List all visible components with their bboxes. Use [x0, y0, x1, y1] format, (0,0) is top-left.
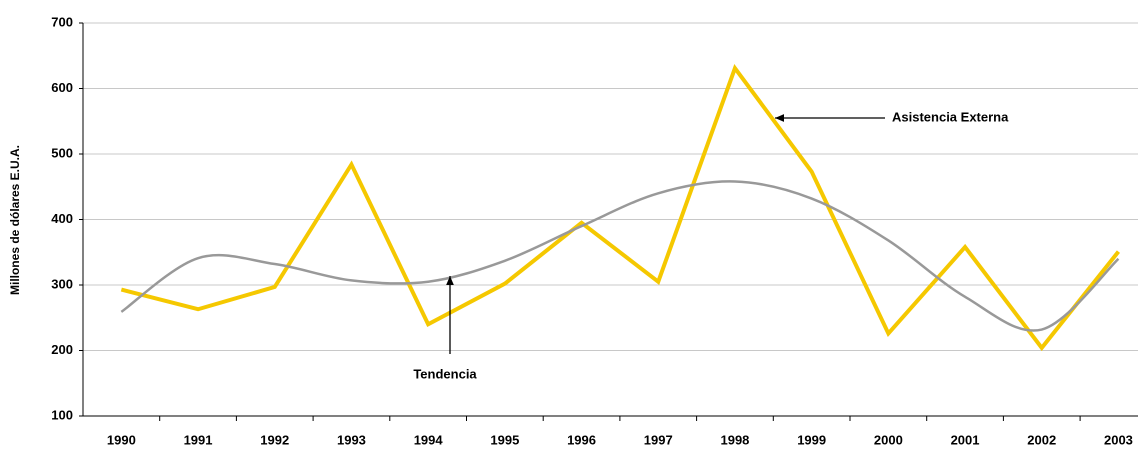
x-tick-label: 1998	[720, 432, 749, 447]
y-tick-label: 600	[51, 80, 73, 95]
series-line	[120, 180, 1120, 332]
x-tick-label: 2003	[1104, 432, 1133, 447]
annotation: Asistencia Externa	[892, 109, 1009, 124]
x-tick-label: 2002	[1027, 432, 1056, 447]
y-tick-label: 300	[51, 276, 73, 291]
y-tick-label: 400	[51, 211, 73, 226]
y-axis-label: Millones de dólares E.U.A.	[8, 145, 22, 295]
x-tick-label: 1995	[490, 432, 519, 447]
x-tick-label: 1996	[567, 432, 596, 447]
x-tick-label: 2000	[874, 432, 903, 447]
x-tick-label: 1994	[414, 432, 444, 447]
x-tick-label: 1991	[184, 432, 213, 447]
x-tick-label: 2001	[951, 432, 980, 447]
y-tick-label: 500	[51, 145, 73, 160]
y-tick-label: 200	[51, 342, 73, 357]
x-tick-label: 1992	[260, 432, 289, 447]
annotation: Tendencia	[413, 366, 477, 381]
x-tick-label: 1997	[644, 432, 673, 447]
y-tick-label: 700	[51, 14, 73, 29]
y-tick-label: 100	[51, 407, 73, 422]
x-tick-label: 1990	[107, 432, 136, 447]
x-tick-label: 1993	[337, 432, 366, 447]
x-tick-label: 1999	[797, 432, 826, 447]
